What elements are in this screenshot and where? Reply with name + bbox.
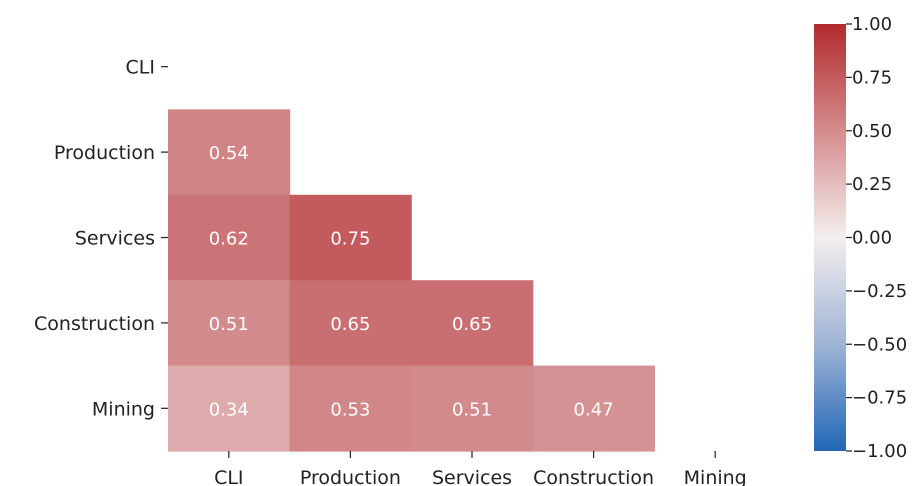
cell-value-label: 0.62	[209, 229, 249, 250]
y-tick-label-services: Services	[75, 228, 155, 250]
heatmap-cell-services-cli	[168, 194, 291, 281]
heatmap-cell-production-cli	[168, 109, 291, 196]
y-tick-label-construction: Construction	[34, 313, 155, 335]
cell-value-label: 0.75	[330, 229, 370, 250]
heatmap-cell-mining-construction	[532, 365, 655, 452]
x-axis: CLI Production Services Construction Mining	[214, 451, 747, 486]
cell-value-label: 0.47	[574, 399, 614, 420]
cell-value-label: 0.65	[452, 314, 492, 335]
y-tick-label-production: Production	[54, 142, 155, 164]
heatmap-cell-construction-production	[289, 280, 412, 367]
cell-value-label: 0.65	[330, 314, 370, 335]
heatmap-value-labels: 0.54 0.62 0.75 0.51 0.65 0.65 0.34 0.53 0.51 0.47	[209, 143, 614, 420]
colorbar-tick-label: 0.25	[852, 174, 892, 195]
colorbar: 1.00 0.75 0.50 0.25 0.00 −0.25 −0.50 −0.75 −1.00	[814, 14, 907, 462]
x-tick-label-cli: CLI	[214, 467, 243, 486]
heatmap-cell-mining-cli	[168, 365, 291, 452]
colorbar-tick-label: 1.00	[852, 14, 892, 35]
heatmap-cell-mining-services	[411, 365, 534, 452]
y-axis: CLI Production Services Construction Mining	[34, 57, 168, 420]
cell-value-label: 0.51	[209, 314, 249, 335]
cell-value-label: 0.54	[209, 143, 249, 164]
cell-value-label: 0.51	[452, 399, 492, 420]
x-tick-label-production: Production	[300, 467, 401, 486]
colorbar-tick-label: −1.00	[852, 441, 907, 462]
colorbar-tick-label: 0.00	[852, 228, 892, 249]
colorbar-tick-label: −0.75	[852, 388, 907, 409]
colorbar-ticks: 1.00 0.75 0.50 0.25 0.00 −0.25 −0.50 −0.75 −1.00	[846, 14, 907, 462]
x-tick-label-services: Services	[432, 467, 512, 486]
x-tick-label-mining: Mining	[684, 467, 747, 486]
cell-value-label: 0.53	[330, 399, 370, 420]
colorbar-tick-label: −0.50	[852, 334, 907, 355]
cell-value-label: 0.34	[209, 399, 249, 420]
colorbar-gradient	[814, 24, 846, 451]
y-tick-label-mining: Mining	[92, 398, 155, 420]
heatmap-cell-mining-production	[289, 365, 412, 452]
colorbar-tick-label: −0.25	[852, 281, 907, 302]
heatmap-cell-services-production	[289, 194, 412, 281]
heatmap-cell-construction-services	[411, 280, 534, 367]
heatmap-cell-construction-cli	[168, 280, 291, 367]
colorbar-tick-label: 0.75	[852, 67, 892, 88]
heatmap-cells	[168, 109, 655, 452]
y-tick-label-cli: CLI	[126, 57, 155, 79]
x-tick-label-construction: Construction	[533, 467, 654, 486]
colorbar-tick-label: 0.50	[852, 121, 892, 142]
